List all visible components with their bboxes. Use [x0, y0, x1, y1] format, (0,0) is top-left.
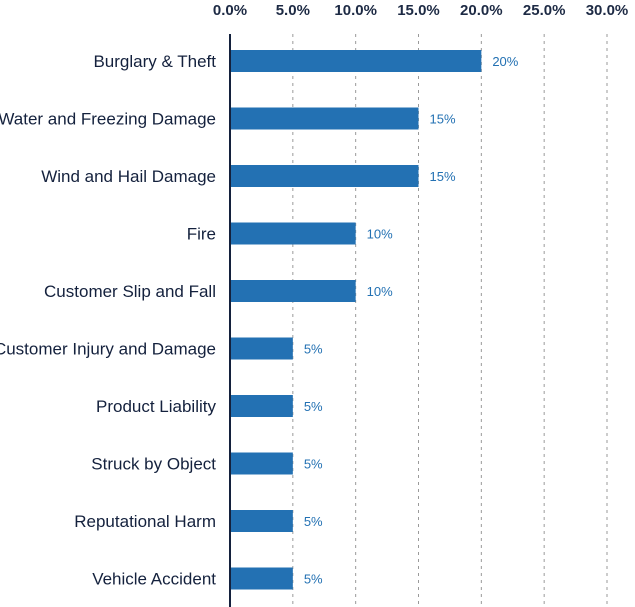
data-label: 5%	[304, 399, 323, 414]
data-label: 20%	[492, 54, 518, 69]
category-label: Reputational Harm	[74, 512, 216, 531]
category-label: Water and Freezing Damage	[0, 110, 216, 129]
x-tick-label: 20.0%	[460, 2, 503, 19]
x-tick-label: 15.0%	[397, 2, 440, 19]
data-label: 10%	[367, 284, 393, 299]
bar	[230, 452, 293, 475]
x-tick-label: 5.0%	[276, 2, 310, 19]
data-label: 5%	[304, 457, 323, 472]
bars	[230, 50, 482, 590]
data-labels: 20% 15% 15% 10% 10% 5% 5% 5% 5% 5%	[304, 54, 519, 587]
category-label: Customer Slip and Fall	[44, 282, 216, 301]
data-label: 5%	[304, 572, 323, 587]
x-tick-label: 10.0%	[334, 2, 377, 19]
bar	[230, 395, 293, 417]
data-label: 5%	[304, 514, 323, 529]
bar	[230, 510, 293, 532]
bar	[230, 280, 356, 302]
data-label: 15%	[430, 112, 456, 127]
data-label: 5%	[304, 342, 323, 357]
category-label: Vehicle Accident	[92, 570, 216, 589]
data-label: 10%	[367, 227, 393, 242]
x-tick-label: 0.0%	[213, 2, 247, 19]
bar	[230, 222, 356, 245]
category-label: Wind and Hail Damage	[41, 167, 216, 186]
bar	[230, 337, 293, 360]
category-label: Burglary & Theft	[93, 52, 216, 71]
data-label: 15%	[430, 169, 456, 184]
category-label: Customer Injury and Damage	[0, 340, 216, 359]
category-label: Struck by Object	[91, 455, 216, 474]
category-label: Fire	[187, 225, 216, 244]
x-tick-label: 25.0%	[523, 2, 566, 19]
bar	[230, 567, 293, 590]
bar	[230, 165, 419, 187]
category-label: Product Liability	[96, 397, 217, 416]
bar	[230, 50, 482, 72]
category-labels: Burglary & Theft Water and Freezing Damag…	[0, 52, 216, 589]
x-tick-label: 30.0%	[586, 2, 629, 19]
x-axis-ticks: 0.0% 5.0% 10.0% 15.0% 20.0% 25.0% 30.0%	[213, 2, 628, 19]
bar	[230, 107, 419, 130]
